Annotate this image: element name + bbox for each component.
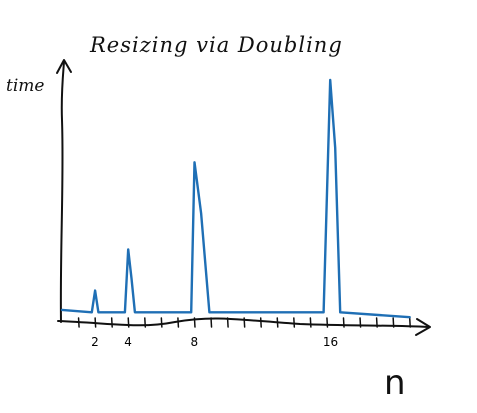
x-tick-18 [359, 317, 362, 328]
x-tick-13 [276, 317, 279, 328]
x-axis-ticks [77, 317, 411, 328]
series-line-0 [60, 78, 411, 319]
x-axis-tick-labels: 2 4 8 16 [91, 335, 338, 349]
x-tick-12 [259, 317, 262, 328]
chart-title: Resizing via Doubling [89, 33, 343, 57]
x-tick-label-2: 2 [91, 335, 99, 349]
x-tick-16 [326, 317, 329, 328]
x-tick-2 [94, 317, 97, 328]
x-tick-label-4: 4 [124, 335, 132, 349]
x-tick-8 [193, 317, 196, 328]
y-axis [59, 61, 65, 323]
x-tick-9 [210, 317, 213, 328]
x-axis [57, 317, 429, 328]
series-layer [60, 78, 411, 319]
x-tick-7 [177, 317, 180, 328]
x-tick-19 [375, 317, 378, 328]
x-tick-label-8: 8 [190, 335, 198, 349]
x-tick-6 [160, 317, 163, 328]
x-axis-arrowhead [415, 318, 431, 336]
y-axis-arrowhead [56, 59, 72, 74]
x-tick-21 [408, 317, 411, 328]
y-axis-label: time [6, 76, 44, 96]
x-tick-17 [342, 317, 345, 328]
x-axis-label: n [384, 363, 406, 403]
x-tick-11 [243, 317, 246, 328]
x-tick-3 [110, 317, 113, 328]
x-tick-15 [309, 317, 312, 328]
x-tick-label-16: 16 [323, 335, 338, 349]
x-tick-14 [293, 317, 296, 328]
x-tick-5 [144, 317, 147, 328]
x-tick-10 [226, 317, 229, 328]
x-tick-20 [392, 317, 395, 328]
x-tick-4 [127, 317, 130, 328]
x-tick-1 [77, 317, 80, 328]
